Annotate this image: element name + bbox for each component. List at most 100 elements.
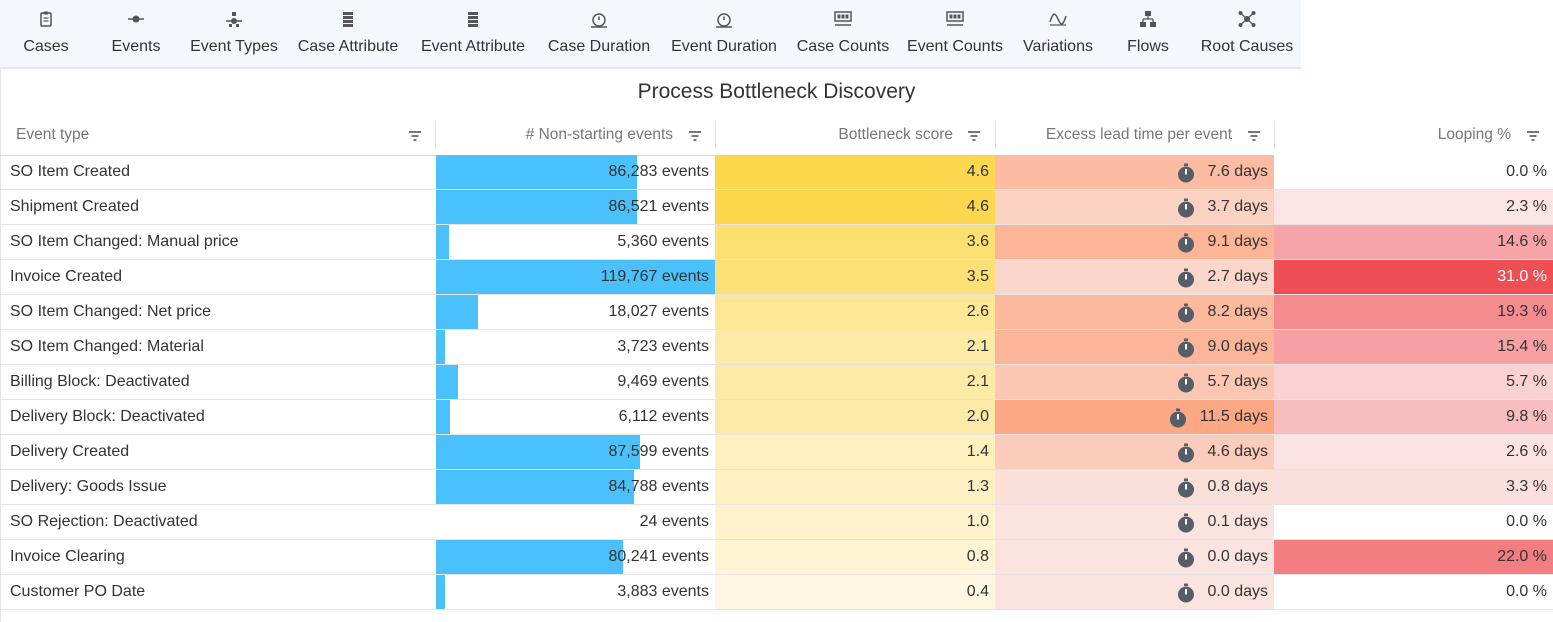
table-row[interactable]: Invoice Created 119,767 events 3.5 2.7 days… [0, 260, 1553, 295]
column-header-non-starting[interactable]: # Non-starting events [436, 118, 715, 154]
table-row[interactable]: SO Item Created 86,283 events 4.6 7.6 days 0… [0, 155, 1553, 190]
table-row[interactable]: Delivery Block: Deactivated 6,112 events 2… [0, 400, 1553, 435]
bottleneck-score-value: 2.0 [966, 408, 989, 425]
table-row[interactable]: SO Rejection: Deactivated 24 events 1.0 0.1… [0, 505, 1553, 540]
stopwatch-icon [1176, 337, 1196, 358]
table-row[interactable]: Billing Block: Deactivated 9,469 events 2.… [0, 365, 1553, 400]
table-row[interactable]: SO Item Changed: Material 3,723 events 2.1… [0, 330, 1553, 365]
database-icon [468, 12, 478, 27]
page-title: Process Bottleneck Discovery [637, 80, 916, 103]
looping-cell: 14.6 % [1274, 225, 1553, 259]
filter-icon[interactable] [688, 130, 702, 142]
lead-time-value: 0.0 days [1207, 548, 1268, 565]
excess-lead-time-cell: 5.7 days [995, 365, 1274, 399]
tool-event-attribute[interactable]: Event Attribute [408, 0, 538, 67]
bottleneck-score-value: 3.5 [966, 268, 989, 285]
column-header-excess-lead[interactable]: Excess lead time per event [995, 118, 1274, 154]
table-row[interactable]: Delivery: Goods Issue 84,788 events 1.3 0.8… [0, 470, 1553, 505]
tool-event-duration[interactable]: Event Duration [660, 0, 788, 67]
tool-case-duration[interactable]: Case Duration [538, 0, 660, 67]
non-starting-events-cell: 86,283 events [436, 155, 715, 189]
stopwatch-icon [1176, 232, 1196, 253]
table-row[interactable]: SO Item Changed: Manual price 5,360 event… [0, 225, 1553, 260]
lead-time-value: 7.6 days [1207, 163, 1268, 180]
root-causes-icon [1238, 11, 1256, 27]
column-header-looping[interactable]: Looping % [1274, 118, 1553, 154]
column-header-event-type[interactable]: Event type [0, 118, 436, 154]
tool-event-counts[interactable]: Event Counts [898, 0, 1012, 67]
events-bar [436, 435, 640, 469]
excess-lead-time-cell: 8.2 days [995, 295, 1274, 329]
event-type-cell: SO Rejection: Deactivated [10, 513, 198, 530]
tool-case-attribute[interactable]: Case Attribute [288, 0, 408, 67]
events-value: 3,883 events [617, 583, 709, 600]
table-row[interactable]: Invoice Clearing 80,241 events 0.8 0.0 days… [0, 540, 1553, 575]
tool-variations[interactable]: Variations [1012, 0, 1104, 67]
lead-time-value: 2.7 days [1207, 268, 1268, 285]
non-starting-events-cell: 24 events [436, 505, 715, 539]
looping-value: 22.0 % [1497, 548, 1547, 565]
stopwatch-icon [1176, 197, 1196, 218]
filter-icon[interactable] [1247, 130, 1261, 142]
events-value: 3,723 events [617, 338, 709, 355]
excess-lead-time-cell: 0.0 days [995, 575, 1274, 609]
column-header-bottleneck[interactable]: Bottleneck score [715, 118, 995, 154]
looping-value: 0.0 % [1506, 583, 1547, 600]
events-value: 24 events [639, 513, 709, 530]
column-divider [435, 121, 436, 149]
looping-value: 0.0 % [1506, 513, 1547, 530]
tool-event-types[interactable]: Event Types [180, 0, 288, 67]
table-row[interactable]: SO Item Changed: Net price 18,027 events 2… [0, 295, 1553, 330]
non-starting-events-cell: 3,723 events [436, 330, 715, 364]
filter-icon[interactable] [408, 130, 422, 142]
variations-icon [1049, 13, 1067, 26]
lead-time-value: 4.6 days [1207, 443, 1268, 460]
events-bar [436, 470, 634, 504]
lead-time-value: 9.1 days [1207, 233, 1268, 250]
tool-events[interactable]: Events [92, 0, 180, 67]
stopwatch-icon [1176, 162, 1196, 183]
non-starting-events-cell: 18,027 events [436, 295, 715, 329]
tool-root-causes[interactable]: Root Causes [1192, 0, 1302, 67]
events-bar [436, 295, 478, 329]
excess-lead-time-cell: 0.0 days [995, 540, 1274, 574]
lead-time-value: 9.0 days [1207, 338, 1268, 355]
tool-case-counts[interactable]: Case Counts [788, 0, 898, 67]
bottleneck-score-value: 2.1 [966, 338, 989, 355]
stopwatch-icon [1176, 512, 1196, 533]
looping-cell: 0.0 % [1274, 155, 1553, 189]
stopwatch-icon [1176, 302, 1196, 323]
table-row[interactable]: Shipment Created 86,521 events 4.6 3.7 days… [0, 190, 1553, 225]
looping-cell: 0.0 % [1274, 505, 1553, 539]
table-row[interactable]: Customer PO Date 3,883 events 0.4 0.0 days 0… [0, 575, 1553, 610]
events-bar [436, 365, 458, 399]
excess-lead-time-cell: 11.5 days [995, 400, 1274, 434]
non-starting-events-cell: 84,788 events [436, 470, 715, 504]
column-header-label: Event type [16, 126, 90, 143]
tool-flows[interactable]: Flows [1104, 0, 1192, 67]
table-row[interactable]: Delivery Created 87,599 events 1.4 4.6 days… [0, 435, 1553, 470]
counter-icon [946, 11, 964, 26]
tool-label: Event Attribute [420, 38, 526, 55]
bottleneck-score-value: 0.4 [966, 583, 989, 600]
stopwatch-icon [1176, 582, 1196, 603]
events-bar [436, 330, 445, 364]
looping-cell: 31.0 % [1274, 260, 1553, 294]
looping-cell: 19.3 % [1274, 295, 1553, 329]
looping-cell: 9.8 % [1274, 400, 1553, 434]
filter-icon[interactable] [1526, 130, 1540, 142]
event-type-cell: Invoice Clearing [10, 548, 125, 565]
tool-label: Flows [1127, 38, 1169, 55]
bottleneck-score-cell: 4.6 [715, 155, 995, 189]
bottleneck-score-cell: 2.1 [715, 330, 995, 364]
filter-icon[interactable] [967, 130, 981, 142]
tool-label: Events [111, 38, 161, 55]
event-type-cell: SO Item Changed: Net price [10, 303, 211, 320]
lead-time-value: 3.7 days [1207, 198, 1268, 215]
looping-value: 2.3 % [1506, 198, 1547, 215]
excess-lead-time-cell: 7.6 days [995, 155, 1274, 189]
excess-lead-time-cell: 3.7 days [995, 190, 1274, 224]
events-value: 119,767 events [600, 268, 709, 285]
bottleneck-score-cell: 2.6 [715, 295, 995, 329]
tool-cases[interactable]: Cases [0, 0, 92, 67]
